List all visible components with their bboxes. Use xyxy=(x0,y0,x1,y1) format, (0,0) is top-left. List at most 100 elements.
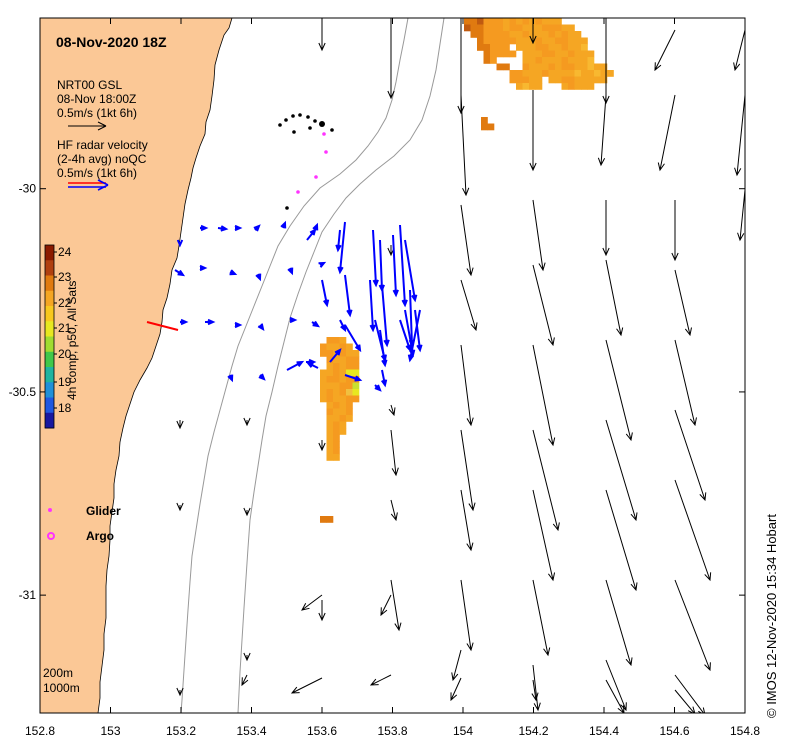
model-arrow xyxy=(605,659,627,712)
model-arrow xyxy=(744,260,745,267)
radar-legend-scale: 0.5m/s (1kt 6h) xyxy=(57,166,137,180)
sst-cell xyxy=(326,415,334,422)
sst-cell xyxy=(600,76,608,84)
y-tick-label: -30 xyxy=(19,182,37,196)
sst-cell xyxy=(346,343,353,351)
model-arrow xyxy=(605,259,624,337)
radar-legend-line1: HF radar velocity xyxy=(57,138,148,152)
sst-cell xyxy=(555,63,562,71)
sst-cell xyxy=(490,50,497,58)
sst-cell xyxy=(346,350,353,357)
radar-arrow xyxy=(329,348,342,363)
sst-cell xyxy=(326,441,334,448)
model-arrow xyxy=(369,674,392,686)
radar-scale-arrow xyxy=(68,179,109,191)
x-axis: 152.8 153 153.2 153.4 153.6 153.8 154 154.2 154.… xyxy=(25,18,760,738)
sst-cell xyxy=(522,76,530,84)
sst-cell xyxy=(483,31,491,38)
map-title: 08-Nov-2020 18Z xyxy=(56,34,167,50)
sst-cell xyxy=(352,382,360,390)
glider-legend-marker xyxy=(48,508,52,512)
sst-cell xyxy=(326,408,334,416)
sst-cell xyxy=(346,356,353,364)
sst-cell xyxy=(490,37,497,45)
model-arrow xyxy=(674,579,711,672)
radar-arrow xyxy=(344,374,363,382)
sst-cell xyxy=(496,44,504,51)
sst-colorbar: 24 23 22 21 20 19 18 xyxy=(44,244,72,429)
sst-cell xyxy=(326,389,334,396)
radar-arrow xyxy=(200,224,209,232)
model-arrow xyxy=(387,18,395,100)
sst-cell xyxy=(548,76,556,84)
model-arrow xyxy=(243,507,251,517)
sst-cell xyxy=(483,44,491,51)
sst-cell xyxy=(333,363,340,370)
model-arrow xyxy=(390,579,402,632)
sst-cell xyxy=(333,428,340,435)
sst-cell xyxy=(320,516,327,523)
sst-cell xyxy=(522,44,530,51)
sst-cell xyxy=(581,70,588,77)
model-arrow xyxy=(744,700,745,701)
model-arrow xyxy=(532,429,560,532)
sst-cell xyxy=(535,18,543,25)
sst-cell xyxy=(581,50,588,58)
sst-cell xyxy=(346,415,353,422)
colorbar-swatch xyxy=(45,275,54,292)
sst-cell xyxy=(326,402,334,409)
sst-cell xyxy=(339,337,347,344)
sst-cell xyxy=(352,389,360,396)
sst-cell xyxy=(346,389,353,396)
sst-cell xyxy=(522,24,530,32)
sst-cell xyxy=(326,337,334,344)
sst-cell xyxy=(555,18,562,25)
radar-arrow xyxy=(306,228,317,241)
radar-arrow xyxy=(380,369,388,388)
radar-site-line xyxy=(146,321,179,331)
x-tick-label: 154.4 xyxy=(589,724,619,738)
colorbar-tick-label: 24 xyxy=(58,245,72,259)
sst-cell xyxy=(339,402,347,409)
model-arrow xyxy=(654,29,676,72)
sst-cell xyxy=(535,57,543,64)
sst-cell xyxy=(548,24,556,32)
radar-arrow xyxy=(392,234,399,298)
sst-cell xyxy=(568,24,575,32)
sst-cell xyxy=(535,70,543,77)
colorbar-swatch xyxy=(45,397,54,414)
argo-legend-marker xyxy=(47,532,55,540)
model-arrow xyxy=(451,649,462,682)
y-tick-label: -31 xyxy=(19,588,37,602)
radar-arrow xyxy=(180,318,189,326)
sst-cell xyxy=(333,421,340,429)
model-arrow xyxy=(460,344,474,427)
model-arrow xyxy=(734,94,745,177)
sst-cell xyxy=(555,31,562,38)
sst-cell xyxy=(320,376,327,383)
sst-cell xyxy=(548,63,556,71)
sst-cell xyxy=(574,44,582,51)
model-arrow xyxy=(674,689,696,713)
sst-cell xyxy=(503,44,510,51)
sst-cell xyxy=(535,83,543,90)
sst-cell xyxy=(346,395,353,403)
sst-cell xyxy=(555,57,562,64)
model-arrow xyxy=(176,687,184,697)
sst-cell xyxy=(522,70,530,77)
sst-cell xyxy=(561,50,569,58)
radar-arrow xyxy=(305,361,319,369)
x-tick-label: 154 xyxy=(453,724,473,738)
sst-cell xyxy=(339,428,347,435)
sst-cell xyxy=(535,44,543,51)
sst-cell xyxy=(464,18,471,25)
sst-cell xyxy=(326,382,334,390)
radar-arrow xyxy=(287,267,294,276)
sst-cell xyxy=(529,63,536,71)
sst-cell xyxy=(483,50,491,58)
sst-cell xyxy=(555,70,562,77)
sst-cell xyxy=(516,31,523,38)
sst-cell xyxy=(529,18,536,25)
